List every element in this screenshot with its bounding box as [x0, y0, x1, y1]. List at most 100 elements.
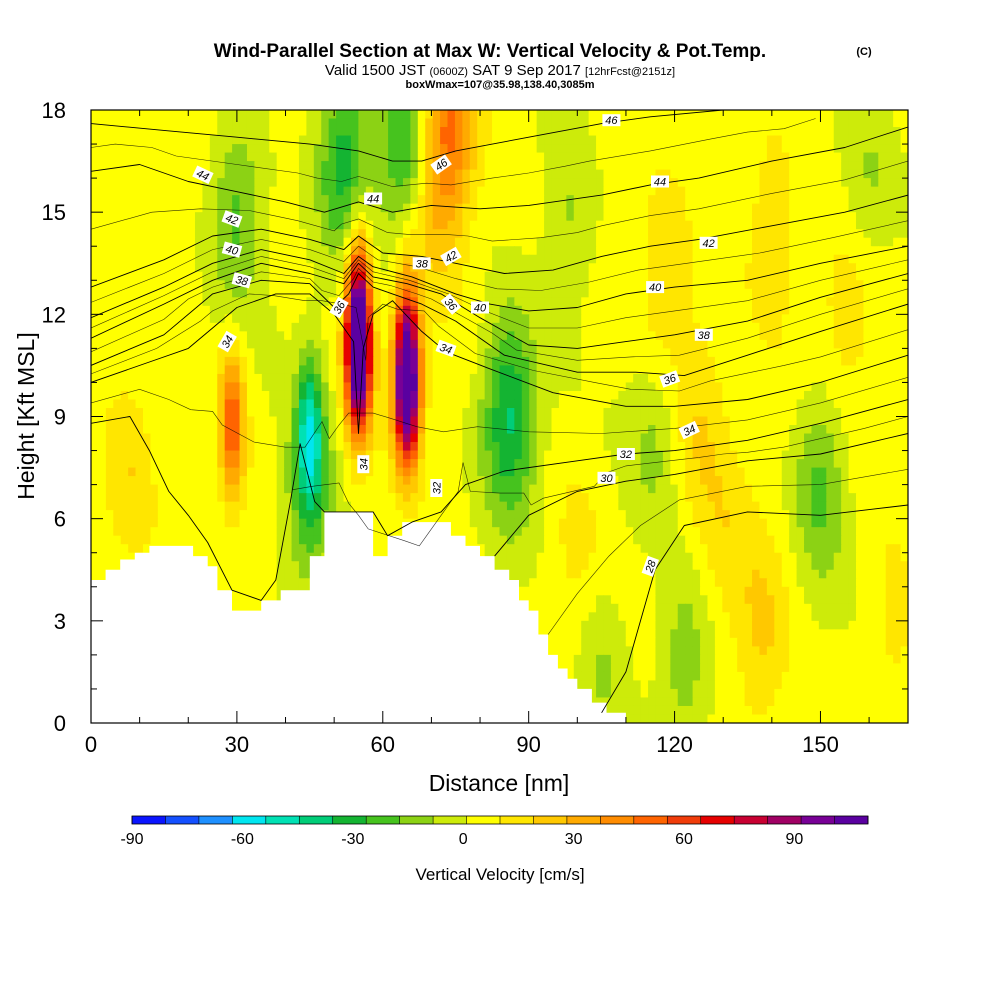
velocity-cell [833, 442, 842, 452]
velocity-cell [269, 186, 278, 196]
velocity-cell [469, 229, 478, 239]
velocity-cell [135, 450, 144, 460]
velocity-cell [603, 459, 612, 469]
velocity-cell [677, 416, 686, 426]
velocity-cell [536, 382, 545, 392]
velocity-cell [217, 425, 226, 435]
velocity-cell [521, 169, 530, 179]
velocity-cell [276, 195, 285, 205]
velocity-cell [150, 127, 159, 137]
velocity-cell [729, 467, 738, 477]
velocity-cell [425, 365, 434, 375]
velocity-cell [284, 195, 293, 205]
velocity-cell [662, 425, 671, 435]
velocity-cell [774, 152, 783, 162]
velocity-cell [373, 484, 382, 494]
velocity-cell [142, 493, 152, 503]
velocity-cell [685, 263, 694, 273]
velocity-cell [358, 186, 367, 196]
velocity-cell [410, 339, 419, 349]
velocity-cell [685, 442, 694, 452]
velocity-cell [618, 433, 627, 443]
velocity-cell [826, 110, 835, 120]
velocity-cell [737, 356, 746, 367]
velocity-cell [648, 118, 657, 128]
velocity-cell [514, 110, 523, 120]
velocity-cell [350, 484, 359, 494]
velocity-cell [284, 288, 293, 298]
velocity-cell [120, 407, 129, 418]
velocity-cell [729, 382, 738, 392]
velocity-cell [551, 288, 560, 298]
velocity-cell [276, 450, 285, 460]
velocity-cell [462, 322, 471, 332]
velocity-cell [737, 127, 746, 137]
velocity-cell [120, 288, 129, 298]
velocity-cell [670, 297, 679, 307]
velocity-cell [113, 280, 122, 290]
velocity-cell [306, 493, 315, 503]
velocity-cell [284, 229, 293, 239]
velocity-cell [603, 152, 612, 162]
velocity-cell [774, 322, 783, 332]
velocity-cell [477, 229, 486, 239]
velocity-cell [826, 407, 835, 418]
velocity-cell [804, 118, 813, 128]
velocity-cell [276, 425, 285, 435]
velocity-cell [298, 271, 307, 281]
velocity-cell [729, 127, 738, 137]
velocity-cell [128, 220, 137, 230]
velocity-cell [841, 356, 850, 367]
velocity-cell [440, 229, 449, 239]
velocity-cell [425, 203, 434, 213]
velocity-cell [737, 433, 746, 443]
velocity-cell [395, 305, 404, 315]
velocity-cell [759, 305, 768, 315]
velocity-cell [804, 297, 813, 307]
velocity-cell [863, 407, 872, 418]
velocity-cell [759, 425, 768, 435]
velocity-cell [202, 407, 211, 418]
velocity-cell [529, 229, 538, 239]
velocity-cell [573, 271, 582, 281]
velocity-cell [558, 314, 567, 324]
velocity-cell [841, 459, 850, 469]
velocity-cell [536, 263, 545, 273]
velocity-cell [766, 254, 775, 264]
velocity-cell [91, 212, 100, 222]
velocity-cell [98, 288, 107, 298]
velocity-cell [818, 450, 827, 460]
velocity-cell [321, 442, 330, 452]
velocity-cell [417, 271, 426, 281]
velocity-cell [499, 433, 508, 443]
velocity-cell [573, 297, 582, 307]
velocity-cell [291, 280, 300, 290]
velocity-cell [558, 459, 567, 469]
velocity-cell [566, 212, 575, 222]
velocity-cell [187, 416, 196, 426]
velocity-cell [796, 144, 805, 154]
velocity-cell [477, 390, 486, 401]
velocity-cell [551, 237, 560, 247]
velocity-cell [625, 365, 634, 375]
velocity-cell [172, 484, 181, 494]
velocity-cell [150, 348, 159, 358]
velocity-cell [328, 476, 337, 486]
velocity-cell [135, 246, 144, 256]
velocity-cell [440, 314, 449, 324]
velocity-cell [291, 425, 300, 435]
velocity-cell [321, 229, 330, 239]
velocity-cell [284, 373, 293, 384]
velocity-cell [573, 169, 582, 179]
velocity-cell [789, 178, 798, 188]
velocity-cell [343, 493, 352, 503]
velocity-cell [893, 450, 902, 460]
velocity-cell [759, 127, 768, 137]
velocity-cell [529, 467, 538, 477]
velocity-cell [774, 373, 783, 384]
velocity-cell [596, 271, 605, 281]
velocity-cell [254, 339, 263, 349]
velocity-cell [380, 271, 389, 281]
velocity-cell [692, 144, 701, 154]
velocity-cell [202, 195, 211, 205]
